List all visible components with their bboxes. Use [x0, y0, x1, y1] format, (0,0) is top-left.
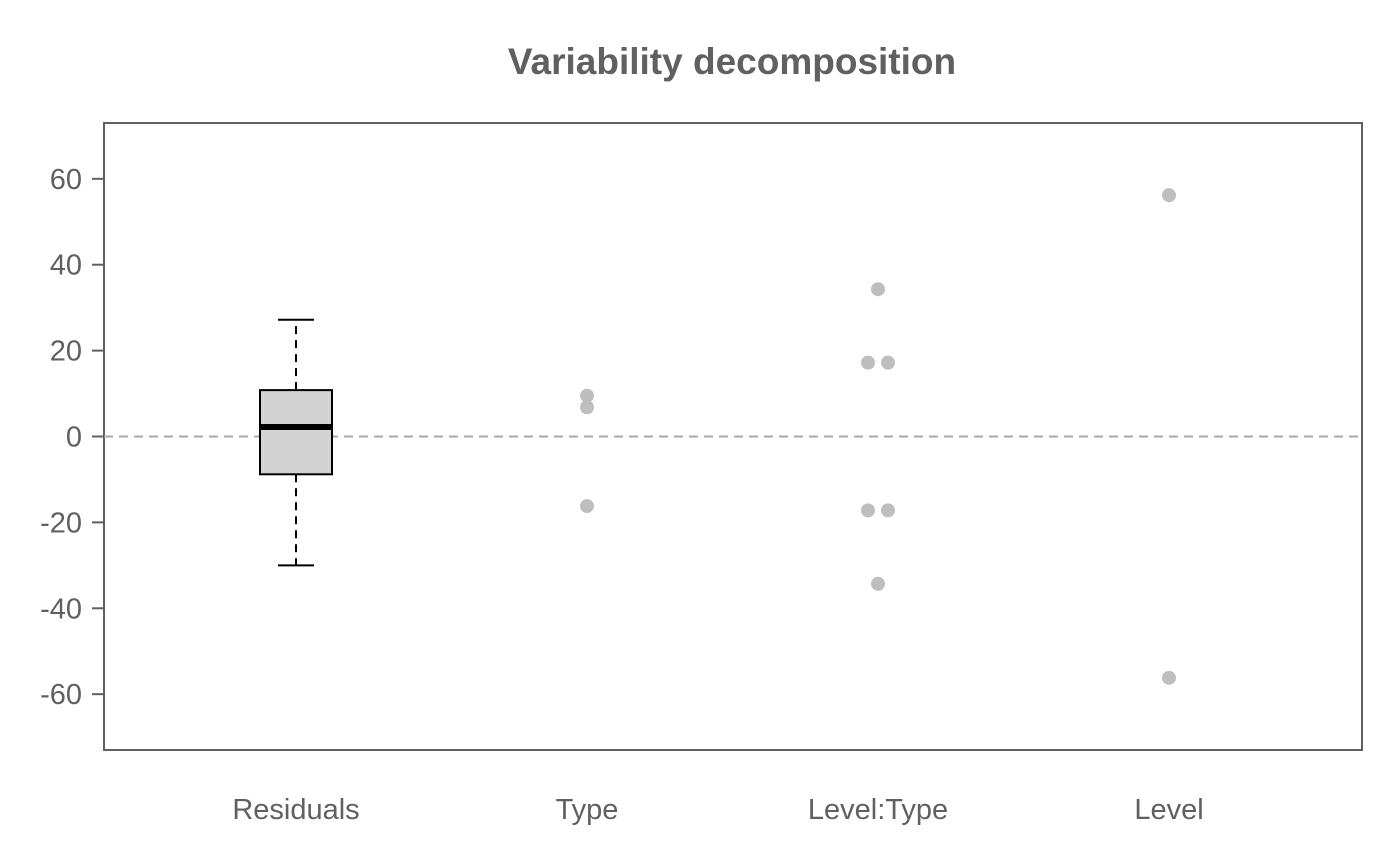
- plot-area: 60 40 20 0 -20 -40 -60 Residuals Type Level:Type L…: [40, 122, 1363, 826]
- y-tick-label: -40: [40, 593, 82, 625]
- data-point: [580, 499, 594, 514]
- y-tick-label: 60: [50, 164, 82, 196]
- data-point: [871, 576, 885, 591]
- x-category-label: Level: [1134, 794, 1203, 826]
- data-point: [861, 503, 875, 518]
- data-point: [881, 355, 895, 370]
- data-point: [1162, 188, 1176, 203]
- y-tick-label: 0: [66, 422, 82, 454]
- x-category-label: Residuals: [232, 794, 359, 826]
- data-point: [881, 503, 895, 518]
- y-tick-label: 40: [50, 250, 82, 282]
- chart-title: Variability decomposition: [508, 41, 956, 82]
- y-tick-label: -60: [40, 679, 82, 711]
- data-point: [1162, 670, 1176, 685]
- box-iqr: [259, 389, 333, 476]
- y-tick-label: -20: [40, 507, 82, 539]
- data-point: [871, 282, 885, 297]
- x-category-label: Type: [556, 794, 619, 826]
- data-point: [861, 355, 875, 370]
- y-tick-label: 20: [50, 336, 82, 368]
- data-point: [580, 400, 594, 415]
- data-point: [580, 388, 594, 403]
- x-category-label: Level:Type: [808, 794, 948, 826]
